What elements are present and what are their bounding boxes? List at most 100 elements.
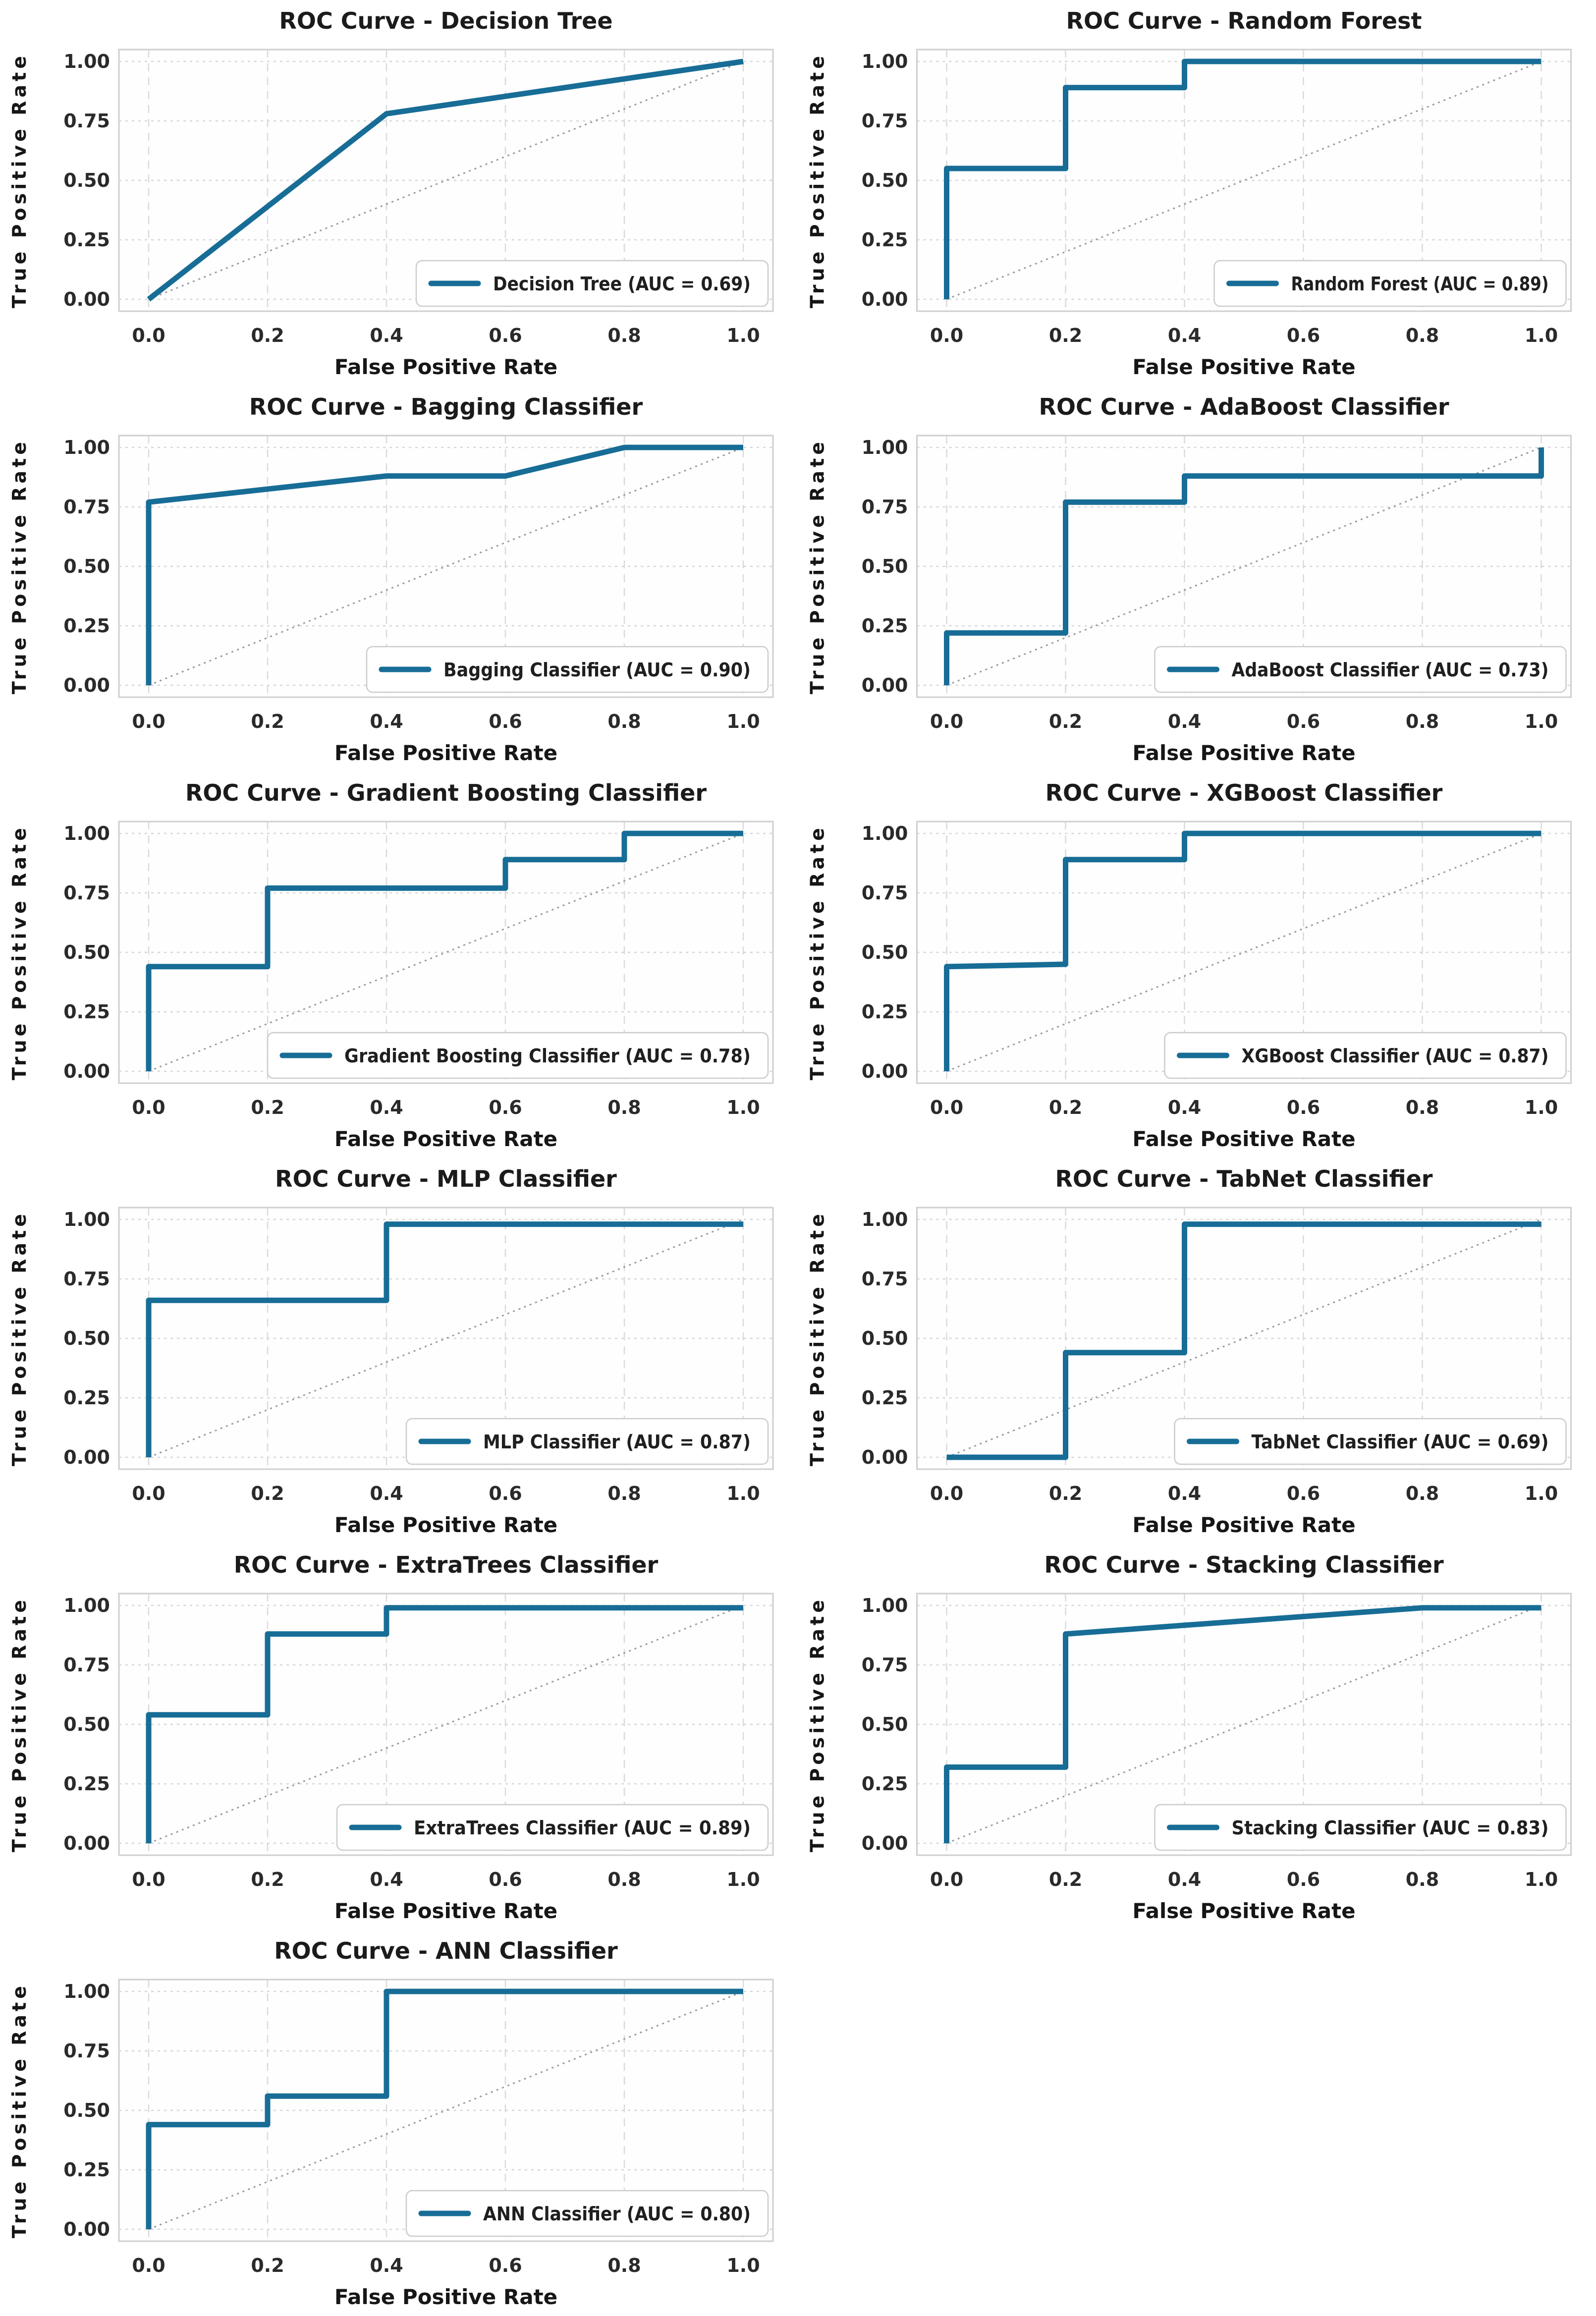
- plot-border: [118, 49, 774, 312]
- legend-label: Gradient Boosting Classifier (AUC = 0.78…: [344, 1045, 751, 1067]
- x-tick-label: 0.8: [607, 325, 641, 346]
- y-tick-label: 0.50: [862, 555, 908, 577]
- y-tick-label: 0.00: [63, 288, 110, 310]
- legend-label: Decision Tree (AUC = 0.69): [493, 273, 751, 295]
- plot-border: [916, 821, 1572, 1084]
- roc-chart: ROC Curve - Bagging Classifier 0.00 0.25 0.…: [8, 393, 774, 765]
- legend: Gradient Boosting Classifier (AUC = 0.78…: [267, 1032, 769, 1079]
- y-tick-label: 0.50: [862, 169, 908, 191]
- x-tick-label: 0.0: [132, 1097, 165, 1118]
- y-tick-label: 0.75: [63, 496, 110, 518]
- x-tick-label: 1.0: [726, 1869, 760, 1890]
- y-axis-label: True Positive Rate: [807, 53, 828, 308]
- y-axis-label: True Positive Rate: [807, 439, 828, 694]
- y-tick-label: 1.00: [63, 51, 110, 72]
- x-tick-label: 0.4: [370, 2255, 403, 2276]
- roc-curve: [146, 1221, 743, 1457]
- y-axis-label: True Positive Rate: [8, 825, 30, 1080]
- y-tick-label: 0.25: [63, 615, 110, 637]
- x-tick-label: 0.8: [607, 1097, 641, 1118]
- y-tick-label: 0.00: [63, 1060, 110, 1082]
- y-tick-label: 0.00: [63, 2218, 110, 2240]
- y-tick-label: 0.00: [862, 1060, 908, 1082]
- y-tick-label: 0.25: [63, 1001, 110, 1023]
- x-tick-label: 0.6: [1287, 325, 1320, 346]
- legend: MLP Classifier (AUC = 0.87): [405, 1418, 769, 1465]
- roc-chart-cell: ROC Curve - AdaBoost Classifier 0.00 0.25 0…: [798, 386, 1596, 772]
- chart-title: ROC Curve - Random Forest: [1066, 7, 1422, 34]
- legend-label: Stacking Classifier (AUC = 0.83): [1232, 1817, 1549, 1839]
- y-axis-label: True Positive Rate: [8, 1597, 30, 1852]
- legend: Random Forest (AUC = 0.89): [1213, 260, 1567, 307]
- roc-chart: ROC Curve - MLP Classifier 0.00 0.25 0.50 0.…: [8, 1165, 774, 1537]
- legend-box: [1154, 646, 1567, 693]
- x-tick-label: 1.0: [726, 1483, 760, 1504]
- x-tick-label: 0.6: [1287, 711, 1320, 732]
- x-tick-label: 0.0: [132, 325, 165, 346]
- legend-box: [1154, 1804, 1567, 1851]
- y-tick-label: 0.50: [63, 1327, 110, 1349]
- roc-curve: [146, 830, 743, 1071]
- y-axis-label: True Positive Rate: [8, 1983, 30, 2238]
- y-tick-label: 0.25: [63, 2159, 110, 2181]
- chart-title: ROC Curve - AdaBoost Classifier: [1039, 393, 1449, 420]
- legend-box: [1164, 1032, 1567, 1079]
- roc-chart-cell: ROC Curve - MLP Classifier 0.00 0.25 0.50 0.…: [0, 1158, 798, 1544]
- legend: ANN Classifier (AUC = 0.80): [405, 2190, 769, 2237]
- legend-label: Random Forest (AUC = 0.89): [1291, 273, 1549, 295]
- x-tick-label: 0.4: [370, 1483, 403, 1504]
- y-tick-label: 0.75: [63, 882, 110, 904]
- x-axis-label: False Positive Rate: [334, 1899, 557, 1923]
- y-tick-label: 1.00: [862, 1209, 908, 1230]
- roc-chart-cell: ROC Curve - Decision Tree 0.00 0.25 0.50 0.7…: [0, 0, 798, 386]
- y-axis-label: True Positive Rate: [807, 1597, 828, 1852]
- roc-curve: [944, 447, 1544, 685]
- x-tick-label: 0.8: [1406, 325, 1439, 346]
- roc-curve: [944, 58, 1541, 299]
- legend: Stacking Classifier (AUC = 0.83): [1154, 1804, 1567, 1851]
- x-tick-label: 0.4: [370, 1097, 403, 1118]
- chart-title: ROC Curve - Bagging Classifier: [249, 393, 643, 420]
- x-tick-label: 0.0: [132, 2255, 165, 2276]
- x-tick-label: 0.2: [251, 1869, 284, 1890]
- y-tick-label: 1.00: [63, 823, 110, 844]
- x-tick-label: 1.0: [726, 325, 760, 346]
- legend-box: [405, 2190, 769, 2237]
- y-axis-label: True Positive Rate: [807, 825, 828, 1080]
- legend-label: ANN Classifier (AUC = 0.80): [483, 2203, 751, 2225]
- roc-chart-cell: ROC Curve - ANN Classifier 0.00 0.25 0.50 0.…: [0, 1930, 798, 2316]
- roc-chart: ROC Curve - ExtraTrees Classifier 0.00 0.2…: [8, 1551, 774, 1923]
- roc-chart: ROC Curve - XGBoost Classifier 0.00 0.25 0.…: [807, 779, 1572, 1151]
- x-tick-label: 1.0: [726, 1097, 760, 1118]
- plot-border: [916, 435, 1572, 698]
- x-axis-label: False Positive Rate: [334, 741, 557, 765]
- legend-box: [267, 1032, 769, 1079]
- roc-chart-cell: ROC Curve - Stacking Classifier 0.00 0.25 0…: [798, 1544, 1596, 1930]
- legend-box: [366, 646, 769, 693]
- y-tick-label: 0.25: [63, 1387, 110, 1409]
- x-tick-label: 0.6: [489, 711, 522, 732]
- chart-title: ROC Curve - MLP Classifier: [275, 1165, 617, 1192]
- y-tick-label: 0.25: [862, 1001, 908, 1023]
- legend-box: [415, 260, 769, 307]
- x-axis-label: False Positive Rate: [334, 355, 557, 379]
- x-axis-label: False Positive Rate: [334, 1127, 557, 1151]
- x-tick-label: 0.0: [132, 1869, 165, 1890]
- roc-curve: [146, 1605, 743, 1843]
- y-tick-label: 0.50: [862, 1713, 908, 1735]
- y-tick-label: 1.00: [63, 1209, 110, 1230]
- y-tick-label: 0.50: [862, 1327, 908, 1349]
- x-tick-label: 0.2: [251, 1097, 284, 1118]
- x-tick-label: 0.0: [132, 711, 165, 732]
- y-axis-label: True Positive Rate: [8, 1211, 30, 1466]
- x-tick-label: 0.2: [251, 2255, 284, 2276]
- x-tick-label: 0.8: [1406, 1097, 1439, 1118]
- y-tick-label: 0.75: [63, 1654, 110, 1676]
- y-tick-label: 0.00: [862, 288, 908, 310]
- x-tick-label: 0.2: [1049, 1869, 1082, 1890]
- gridlines: [917, 822, 1571, 1083]
- gridlines: [119, 50, 773, 311]
- y-tick-label: 0.00: [63, 674, 110, 696]
- roc-chart-cell: ROC Curve - Random Forest 0.00 0.25 0.50 0.7…: [798, 0, 1596, 386]
- x-tick-label: 0.4: [370, 1869, 403, 1890]
